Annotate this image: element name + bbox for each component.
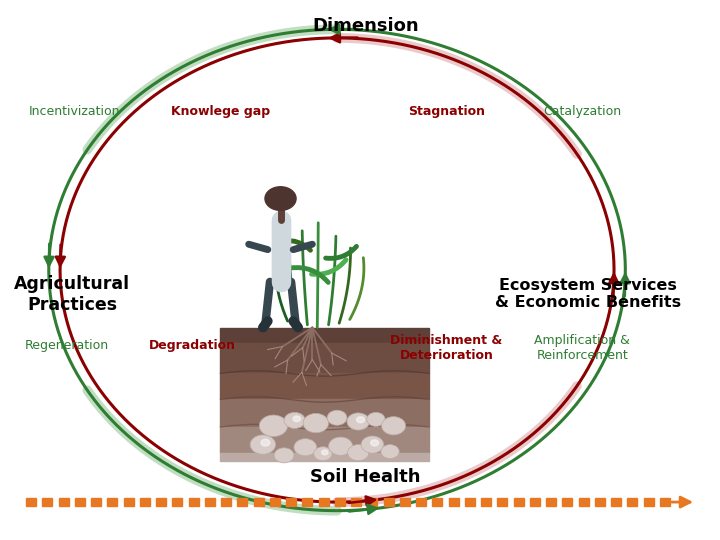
Text: Dimension: Dimension bbox=[312, 17, 418, 35]
Bar bbox=[627, 498, 637, 506]
Circle shape bbox=[382, 417, 405, 435]
Bar bbox=[644, 498, 654, 506]
Bar bbox=[498, 498, 508, 506]
Text: Incentivization: Incentivization bbox=[29, 105, 120, 118]
Circle shape bbox=[366, 413, 385, 427]
Bar bbox=[26, 498, 36, 506]
Bar bbox=[449, 498, 459, 506]
Bar bbox=[253, 498, 264, 506]
Bar bbox=[481, 498, 491, 506]
Text: Ecosystem Services
& Economic Benefits: Ecosystem Services & Economic Benefits bbox=[495, 278, 681, 310]
Bar bbox=[156, 498, 166, 506]
Circle shape bbox=[347, 413, 369, 430]
Bar bbox=[220, 374, 429, 400]
Bar bbox=[220, 427, 429, 453]
Bar bbox=[189, 498, 199, 506]
Circle shape bbox=[250, 435, 276, 454]
Circle shape bbox=[381, 444, 399, 458]
Bar bbox=[384, 498, 394, 506]
Text: Agricultural
Practices: Agricultural Practices bbox=[14, 275, 130, 314]
Text: Diminishment &
Deterioration: Diminishment & Deterioration bbox=[390, 334, 503, 362]
Circle shape bbox=[303, 414, 328, 433]
Bar bbox=[91, 498, 101, 506]
Bar bbox=[595, 498, 605, 506]
Bar bbox=[416, 498, 426, 506]
Bar bbox=[530, 498, 540, 506]
Bar bbox=[58, 498, 68, 506]
Text: Stagnation: Stagnation bbox=[408, 105, 485, 118]
Bar bbox=[660, 498, 670, 506]
Bar bbox=[286, 498, 296, 506]
Bar bbox=[220, 400, 429, 427]
Circle shape bbox=[293, 416, 300, 422]
Circle shape bbox=[294, 438, 317, 456]
Text: Catalyzation: Catalyzation bbox=[543, 105, 621, 118]
Circle shape bbox=[356, 417, 364, 423]
Bar bbox=[221, 498, 231, 506]
Circle shape bbox=[259, 415, 287, 436]
Bar bbox=[351, 498, 361, 506]
Bar bbox=[546, 498, 556, 506]
Bar bbox=[433, 498, 442, 506]
Text: Regeneration: Regeneration bbox=[25, 339, 109, 352]
Bar bbox=[302, 498, 312, 506]
Bar bbox=[400, 498, 410, 506]
Circle shape bbox=[274, 448, 294, 463]
Bar bbox=[107, 498, 117, 506]
Text: Degradation: Degradation bbox=[149, 339, 235, 352]
Bar bbox=[75, 498, 85, 506]
Bar bbox=[465, 498, 474, 506]
Circle shape bbox=[361, 436, 384, 453]
Text: Amplification &
Reinforcement: Amplification & Reinforcement bbox=[534, 334, 630, 362]
Circle shape bbox=[314, 447, 332, 461]
Bar bbox=[172, 498, 182, 506]
Bar bbox=[124, 498, 133, 506]
Bar bbox=[611, 498, 621, 506]
Bar bbox=[579, 498, 588, 506]
Circle shape bbox=[265, 187, 296, 211]
Bar bbox=[205, 498, 215, 506]
Bar bbox=[238, 498, 247, 506]
Circle shape bbox=[261, 439, 270, 446]
Bar bbox=[220, 343, 429, 374]
Circle shape bbox=[371, 440, 379, 446]
Bar bbox=[220, 327, 429, 343]
Bar bbox=[562, 498, 572, 506]
Bar bbox=[335, 498, 345, 506]
Circle shape bbox=[284, 413, 305, 428]
Bar bbox=[270, 498, 280, 506]
Text: Knowlege gap: Knowlege gap bbox=[171, 105, 270, 118]
Text: Soil Health: Soil Health bbox=[310, 468, 420, 486]
Bar bbox=[140, 498, 150, 506]
Bar bbox=[367, 498, 377, 506]
Bar bbox=[513, 498, 523, 506]
Circle shape bbox=[348, 444, 369, 461]
Circle shape bbox=[327, 410, 347, 426]
Bar bbox=[220, 453, 429, 461]
Bar bbox=[42, 498, 53, 506]
Circle shape bbox=[328, 437, 353, 455]
Circle shape bbox=[322, 450, 328, 455]
Bar bbox=[319, 498, 328, 506]
